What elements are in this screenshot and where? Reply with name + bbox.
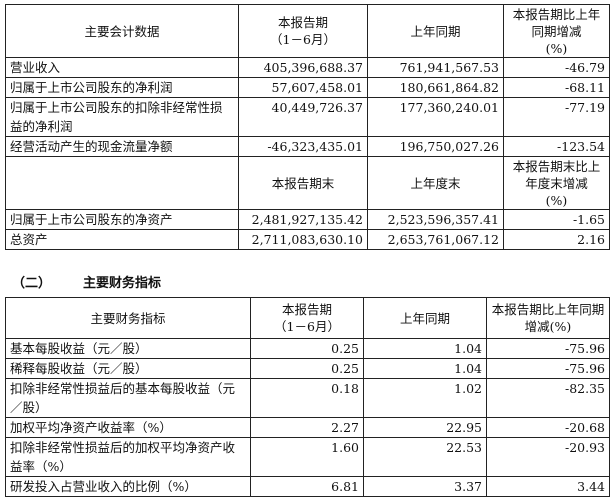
column-header: 上年度末 [367, 156, 504, 210]
section-title: 主要财务指标 [83, 276, 162, 291]
column-header: 上年同期 [367, 4, 504, 58]
table-row: 扣除非经常性损益后的加权平均净资产收益率（%） 1.60 22.53 -20.93 [5, 437, 610, 477]
column-header: 本报告期末比上年度末增减 (%) [503, 156, 610, 210]
header-row: 主要会计数据 本报告期 （1－6月） 上年同期 本报告期比上年同期增减 (%) [5, 4, 610, 58]
table-row: 营业收入 405,396,688.37 761,941,567.53 -46.79 [5, 57, 610, 78]
value-cell: 57,607,458.01 [238, 77, 368, 98]
value-cell: 22.95 [363, 417, 487, 438]
column-header: 主要财务指标 [5, 297, 251, 339]
table-row: 经营活动产生的现金流量净额 -46,323,435.01 196,750,027.2… [5, 136, 610, 157]
row-label: 稀释每股收益（元／股） [5, 358, 251, 379]
value-cell: 0.18 [250, 378, 364, 418]
table-row: 稀释每股收益（元／股） 0.25 1.04 -75.96 [5, 358, 610, 379]
value-cell: 6.81 [250, 476, 364, 497]
column-header: 本报告期 （1－6月） [250, 297, 364, 339]
row-label: 经营活动产生的现金流量净额 [5, 136, 239, 157]
value-cell: 405,396,688.37 [238, 57, 368, 78]
value-cell: 0.25 [250, 358, 364, 379]
table-row: 加权平均净资产收益率（%） 2.27 22.95 -20.68 [5, 417, 610, 438]
value-cell: 2,481,927,135.42 [238, 209, 368, 230]
row-label: 归属于上市公司股东的净利润 [5, 77, 239, 98]
value-cell: 0.25 [250, 338, 364, 359]
table-row: 基本每股收益（元／股） 0.25 1.04 -75.96 [5, 338, 610, 359]
row-label: 扣除非经常性损益后的加权平均净资产收益率（%） [5, 437, 251, 477]
value-cell: 1.04 [363, 358, 487, 379]
column-header: 上年同期 [363, 297, 487, 339]
section-heading: （二） 主要财务指标 [12, 272, 161, 291]
value-cell: 40,449,726.37 [238, 97, 368, 137]
table-row: 归属于上市公司股东的净资产 2,481,927,135.42 2,523,596,3… [5, 209, 610, 230]
value-cell: 1.04 [363, 338, 487, 359]
row-label: 研发投入占营业收入的比例（%） [5, 476, 251, 497]
table-row: 扣除非经常性损益后的基本每股收益（元／股） 0.18 1.02 -82.35 [5, 378, 610, 418]
value-cell: 3.37 [363, 476, 487, 497]
value-cell: 22.53 [363, 437, 487, 477]
table-row: 研发投入占营业收入的比例（%） 6.81 3.37 3.44 [5, 476, 610, 497]
row-label: 加权平均净资产收益率（%） [5, 417, 251, 438]
value-cell: -46,323,435.01 [238, 136, 368, 157]
value-cell: 761,941,567.53 [367, 57, 504, 78]
value-cell: 196,750,027.26 [367, 136, 504, 157]
value-cell: 2,711,083,630.10 [238, 229, 368, 250]
column-header: 本报告期末 [238, 156, 368, 210]
section-number: （二） [12, 276, 52, 291]
row-label: 基本每股收益（元／股） [5, 338, 251, 359]
value-cell: -123.54 [503, 136, 610, 157]
value-cell: -75.96 [486, 358, 610, 379]
key-accounting-data-table: 主要会计数据 本报告期 （1－6月） 上年同期 本报告期比上年同期增减 (%) 营业收入… [5, 4, 610, 250]
value-cell: 1.60 [250, 437, 364, 477]
table-row: 归属于上市公司股东的净利润 57,607,458.01 180,661,864.82… [5, 77, 610, 98]
column-header: 本报告期比上年同期增减(%) [486, 297, 610, 339]
row-label: 营业收入 [5, 57, 239, 78]
column-header: 本报告期比上年同期增减 (%) [503, 4, 610, 58]
row-label: 归属于上市公司股东的扣除非经常性损益的净利润 [5, 97, 239, 137]
value-cell: -46.79 [503, 57, 610, 78]
table-row: 总资产 2,711,083,630.10 2,653,761,067.12 2.16 [5, 229, 610, 250]
value-cell: -82.35 [486, 378, 610, 418]
value-cell: 3.44 [486, 476, 610, 497]
value-cell: 2,523,596,357.41 [367, 209, 504, 230]
value-cell: -20.68 [486, 417, 610, 438]
table-row: 归属于上市公司股东的扣除非经常性损益的净利润 40,449,726.37 177,3… [5, 97, 610, 137]
value-cell: 1.02 [363, 378, 487, 418]
key-financial-indicators-table: 主要财务指标 本报告期 （1－6月） 上年同期 本报告期比上年同期增减(%) 基本每股收… [5, 297, 610, 497]
value-cell: -68.11 [503, 77, 610, 98]
row-label: 扣除非经常性损益后的基本每股收益（元／股） [5, 378, 251, 418]
value-cell: 180,661,864.82 [367, 77, 504, 98]
value-cell: -1.65 [503, 209, 610, 230]
header-row: 主要财务指标 本报告期 （1－6月） 上年同期 本报告期比上年同期增减(%) [5, 297, 610, 339]
value-cell: -20.93 [486, 437, 610, 477]
value-cell: -77.19 [503, 97, 610, 137]
value-cell: 2,653,761,067.12 [367, 229, 504, 250]
column-header [5, 156, 239, 210]
value-cell: -75.96 [486, 338, 610, 359]
header-row: 本报告期末 上年度末 本报告期末比上年度末增减 (%) [5, 156, 610, 210]
value-cell: 2.27 [250, 417, 364, 438]
row-label: 归属于上市公司股东的净资产 [5, 209, 239, 230]
value-cell: 2.16 [503, 229, 610, 250]
value-cell: 177,360,240.01 [367, 97, 504, 137]
row-label: 总资产 [5, 229, 239, 250]
column-header: 主要会计数据 [5, 4, 239, 58]
column-header: 本报告期 （1－6月） [238, 4, 368, 58]
